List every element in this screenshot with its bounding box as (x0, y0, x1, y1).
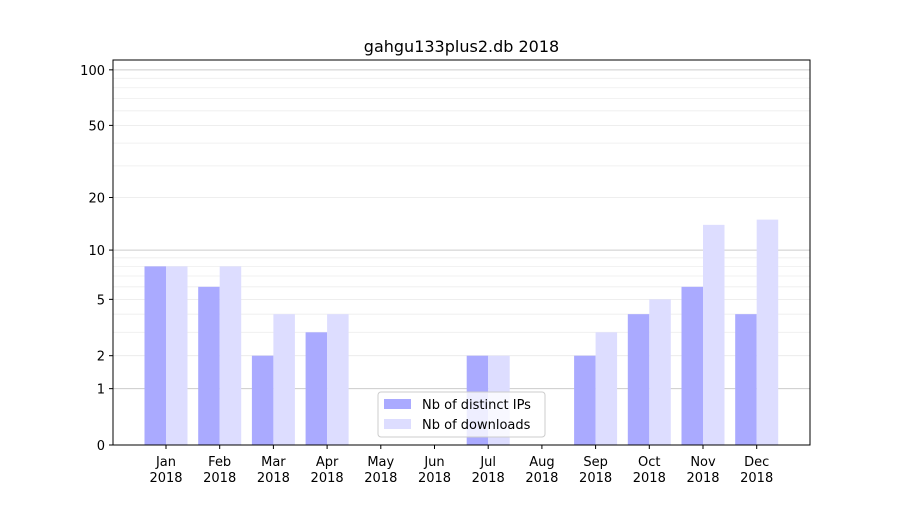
bar-distinct-ips (305, 332, 328, 445)
bar-downloads (703, 224, 725, 445)
bar-distinct-ips (144, 266, 166, 445)
x-tick-label: Mar (261, 455, 286, 470)
x-tick-label: Jun (423, 455, 444, 470)
x-tick-label: 2018 (740, 471, 773, 486)
bar-downloads (166, 266, 188, 445)
legend-label: Nb of distinct IPs (422, 398, 531, 413)
bar-downloads (595, 332, 618, 445)
x-tick-label: 2018 (472, 471, 505, 486)
x-tick-label: Jan (155, 455, 176, 470)
y-tick-label: 1 (97, 383, 105, 398)
x-tick-label: Feb (208, 455, 231, 470)
x-tick-label: May (367, 455, 394, 470)
x-tick-label: Sep (583, 455, 608, 470)
x-tick-label: Oct (638, 455, 660, 470)
bar-downloads (219, 266, 242, 445)
x-tick-label: 2018 (686, 471, 719, 486)
bar-distinct-ips (735, 314, 757, 445)
y-tick-label: 0 (97, 439, 105, 454)
bar-distinct-ips (627, 314, 650, 445)
y-tick-label: 20 (88, 192, 105, 207)
x-tick-label: 2018 (633, 471, 666, 486)
bar-distinct-ips (681, 286, 703, 445)
x-tick-label: 2018 (311, 471, 344, 486)
y-tick-label: 100 (80, 64, 105, 79)
x-tick-label: Jul (479, 455, 496, 470)
x-tick-label: 2018 (149, 471, 182, 486)
x-tick-label: 2018 (525, 471, 558, 486)
x-tick-label: Nov (690, 455, 716, 470)
x-tick-label: Apr (316, 455, 339, 470)
bar-distinct-ips (198, 286, 220, 445)
chart-title: gahgu133plus2.db 2018 (364, 37, 559, 56)
y-tick-label: 50 (88, 119, 105, 134)
bar-distinct-ips (251, 355, 274, 445)
x-tick-label: 2018 (257, 471, 290, 486)
legend-swatch (384, 399, 411, 409)
legend (377, 391, 546, 438)
x-tick-label: Aug (529, 455, 554, 470)
bar-downloads (273, 314, 295, 445)
legend-swatch (384, 419, 411, 429)
x-tick-label: 2018 (418, 471, 451, 486)
y-tick-label: 10 (88, 244, 105, 259)
y-tick-label: 2 (97, 350, 105, 365)
bar-distinct-ips (574, 355, 596, 445)
x-tick-label: 2018 (203, 471, 236, 486)
bar-downloads (649, 299, 671, 445)
bar-downloads (756, 219, 779, 445)
bar-downloads (327, 314, 349, 445)
x-tick-label: 2018 (364, 471, 397, 486)
x-tick-label: 2018 (579, 471, 612, 486)
axes-frame (112, 59, 811, 446)
x-tick-label: Dec (744, 455, 769, 470)
legend-label: Nb of downloads (422, 418, 531, 433)
y-tick-label: 5 (97, 293, 105, 308)
